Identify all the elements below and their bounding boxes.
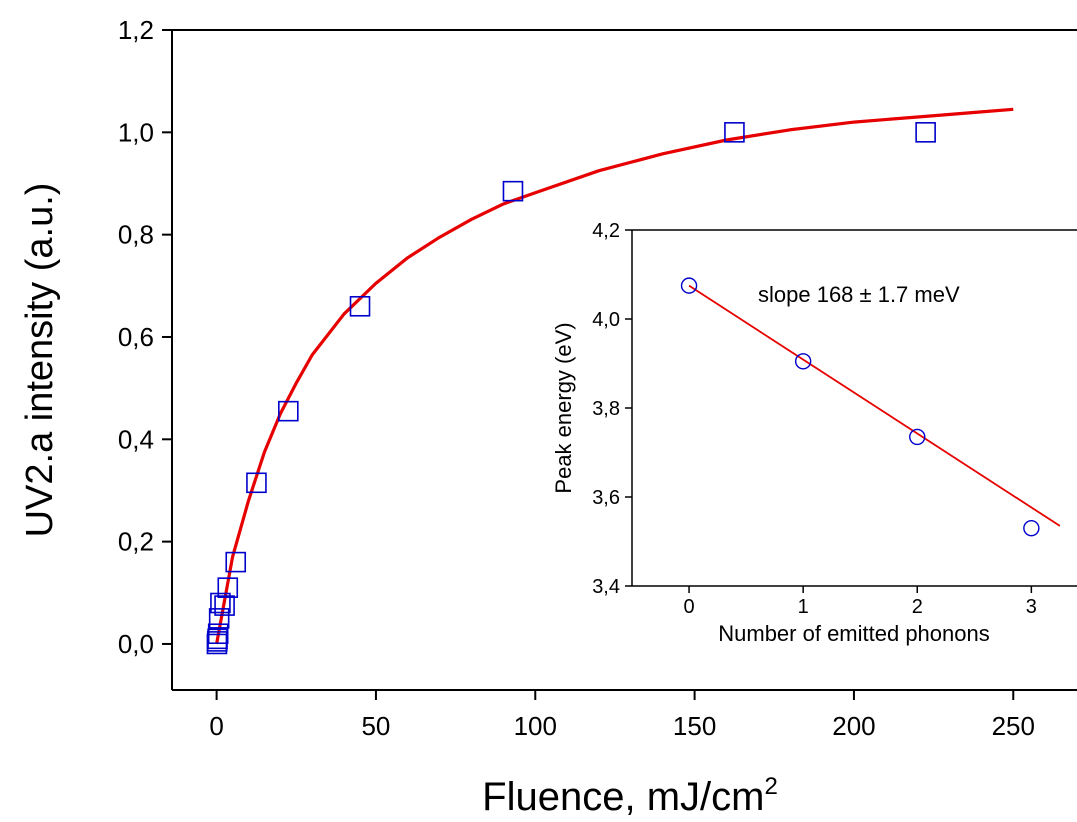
data-point bbox=[915, 122, 936, 143]
fit-curve bbox=[688, 284, 1061, 527]
y-tick-label: 1,2 bbox=[118, 15, 154, 45]
y-tick-label: 3,4 bbox=[592, 576, 620, 598]
y-tick-label: 1,0 bbox=[118, 117, 154, 147]
inset-y-ticks: 3,4 3,6 3,8 4,0 4,2 bbox=[592, 220, 632, 598]
x-tick-label: 100 bbox=[514, 711, 557, 741]
data-point bbox=[217, 577, 239, 598]
data-point bbox=[246, 472, 267, 494]
main-y-ticks: 0,0 0,2 0,4 0,6 0,8 1,0 1,2 bbox=[118, 15, 172, 659]
data-point bbox=[909, 428, 926, 446]
data-point bbox=[794, 353, 812, 370]
y-tick-label: 3,8 bbox=[592, 398, 620, 420]
main-x-axis-title: Fluence, mJ/cm2 bbox=[482, 773, 778, 819]
data-point bbox=[207, 623, 229, 645]
data-point bbox=[225, 551, 247, 573]
data-point bbox=[208, 608, 230, 629]
inset-background bbox=[632, 230, 1077, 586]
y-tick-label: 0,4 bbox=[118, 424, 154, 454]
y-tick-label: 0,8 bbox=[118, 220, 154, 250]
x-tick-label: 150 bbox=[673, 711, 716, 741]
x-tick-label: 2 bbox=[912, 596, 923, 618]
main-plot: 0 50 100 150 200 250 0,0 0,2 0,4 0,6 0,8 1,0 1,2 bbox=[118, 15, 1077, 741]
inset-x-axis-title: Number of emitted phonons bbox=[718, 621, 990, 646]
x-tick-label: 0 bbox=[209, 711, 223, 741]
data-point bbox=[278, 400, 299, 422]
data-point bbox=[1023, 519, 1040, 537]
data-point bbox=[214, 595, 235, 616]
y-tick-label: 3,6 bbox=[592, 487, 620, 509]
data-point bbox=[724, 122, 745, 143]
inset-markers-layer bbox=[680, 277, 1040, 537]
y-tick-label: 4,0 bbox=[592, 309, 620, 331]
inset-fit-layer bbox=[688, 284, 1061, 527]
main-x-ticks: 0 50 100 150 200 250 bbox=[209, 690, 1035, 741]
x-tick-label: 0 bbox=[683, 596, 694, 618]
x-tick-label: 200 bbox=[832, 711, 875, 741]
y-tick-label: 0,6 bbox=[118, 322, 154, 352]
y-tick-label: 4,2 bbox=[592, 220, 620, 242]
data-point bbox=[680, 277, 698, 294]
y-tick-label: 0,2 bbox=[118, 527, 154, 557]
inset-y-axis-title: Peak energy (eV) bbox=[551, 322, 576, 493]
inset-x-ticks: 0 1 2 3 bbox=[683, 586, 1037, 618]
data-point bbox=[502, 180, 524, 202]
x-tick-label: 1 bbox=[798, 596, 809, 618]
main-y-axis-title: UV2.a intensity (a.u.) bbox=[19, 183, 61, 538]
x-tick-label: 3 bbox=[1026, 596, 1037, 618]
x-tick-label: 50 bbox=[361, 711, 390, 741]
data-point bbox=[210, 592, 231, 614]
fit-curve bbox=[215, 107, 1014, 645]
inset-plot: 0 1 2 3 3,4 3,6 3,8 4,0 4,2 slope 168 ± 1.7 meV… bbox=[551, 220, 1077, 646]
inset-annotation: slope 168 ± 1.7 meV bbox=[758, 282, 960, 307]
data-point bbox=[349, 295, 371, 317]
main-fit-layer bbox=[215, 107, 1014, 645]
y-tick-label: 0,0 bbox=[118, 629, 154, 659]
x-tick-label: 250 bbox=[992, 711, 1035, 741]
main-markers-layer bbox=[206, 122, 936, 655]
